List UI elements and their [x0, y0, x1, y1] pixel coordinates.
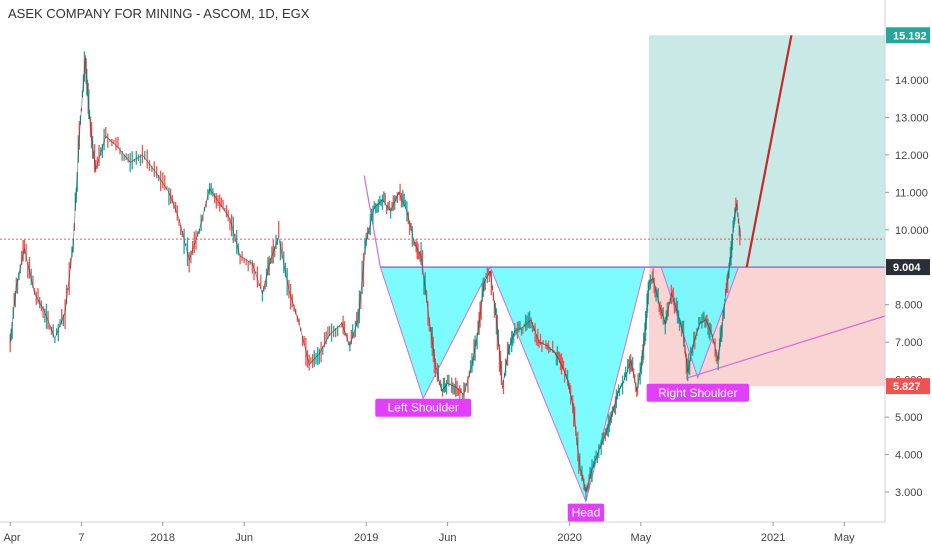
x-tick-label: 2018 [151, 532, 175, 544]
y-tick-label: 10.000 [895, 225, 929, 237]
x-tick-label: Jun [235, 532, 253, 544]
x-tick-label: Apr [3, 532, 20, 544]
x-tick-label: May [630, 532, 651, 544]
rising-trendline [687, 315, 886, 379]
x-tick-label: 7 [78, 532, 84, 544]
price-tag-label: 9.004 [893, 262, 921, 274]
y-tick-label: 11.000 [895, 187, 928, 199]
price-tag-label: 5.827 [893, 381, 921, 393]
left-shoulder-pattern [379, 266, 492, 400]
y-tick-label: 13.000 [895, 112, 929, 124]
price-tag [886, 27, 930, 44]
y-tick-label: 14.000 [895, 75, 929, 87]
price-tag-label: 15.192 [893, 30, 927, 42]
price-line [9, 57, 741, 493]
x-tick-label: 2021 [761, 532, 785, 544]
head-label-bg [567, 503, 605, 522]
left-shoulder-label: Left Shoulder [387, 401, 458, 415]
x-tick-label: 2019 [354, 532, 378, 544]
left-shoulder-label-bg [375, 398, 472, 417]
y-tick-label: 7.000 [895, 337, 923, 349]
target-zone [649, 35, 885, 268]
projection-line [745, 35, 793, 268]
pattern-lead-in-line [363, 175, 381, 268]
y-tick-label: 5.000 [895, 412, 923, 424]
y-tick-label: 8.000 [895, 300, 923, 312]
right-shoulder-label-bg [646, 383, 750, 402]
price-tag [886, 259, 930, 276]
chart-title: ASEK COMPANY FOR MINING - ASCOM, 1D, EGX [8, 6, 310, 21]
x-tick-label: 2020 [557, 532, 581, 544]
price-tag [886, 378, 930, 395]
y-tick-label: 12.000 [895, 150, 929, 162]
head-label: Head [572, 506, 601, 520]
right-shoulder-label: Right Shoulder [658, 386, 737, 400]
x-tick-label: May [834, 532, 855, 544]
y-tick-label: 3.000 [895, 487, 923, 499]
x-tick-label: Jun [439, 532, 457, 544]
y-tick-label: 4.000 [895, 450, 923, 462]
